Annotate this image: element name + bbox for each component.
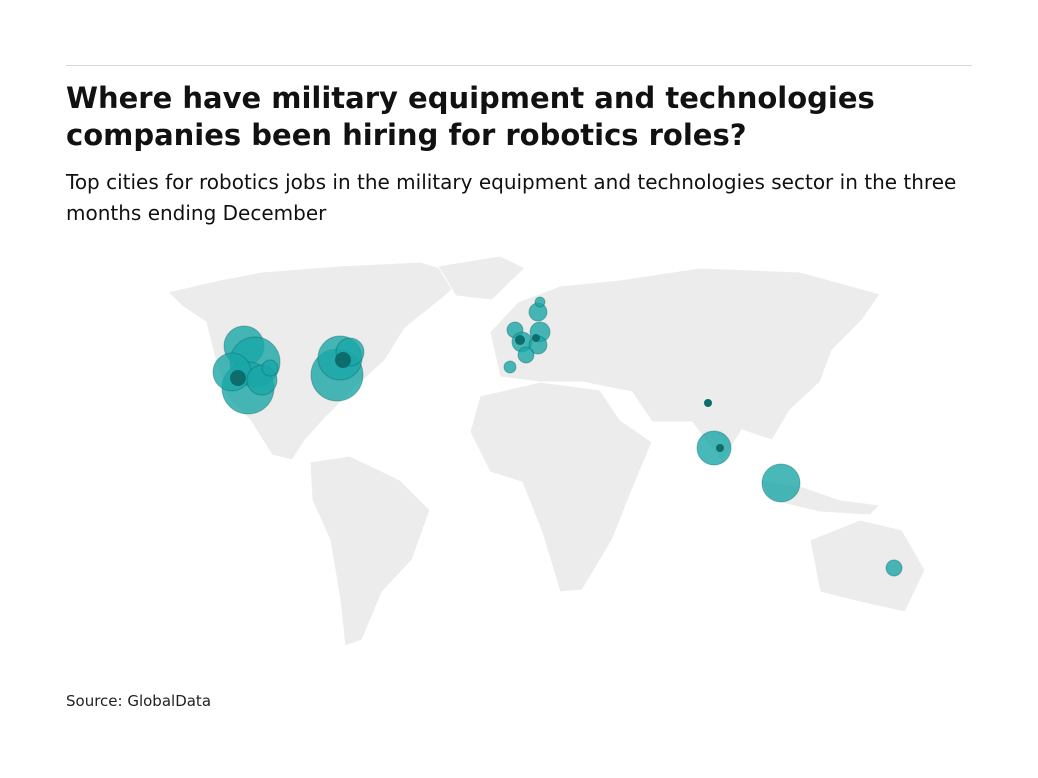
subtitle: Top cities for robotics jobs in the mili… bbox=[66, 170, 957, 225]
city-bubble bbox=[696, 430, 732, 466]
city-bubble bbox=[532, 334, 540, 342]
country-shape bbox=[309, 455, 431, 647]
title: Where have military equipment and techno… bbox=[66, 81, 875, 152]
city-bubble bbox=[761, 463, 801, 503]
country-shape bbox=[469, 381, 653, 593]
country-shape bbox=[809, 519, 926, 613]
source: Source: GlobalData bbox=[66, 692, 212, 710]
city-bubble bbox=[212, 352, 252, 392]
country-shape bbox=[437, 255, 526, 301]
city-bubble bbox=[534, 296, 546, 308]
city-bubble bbox=[335, 352, 351, 368]
country-shape bbox=[489, 267, 881, 463]
city-bubble bbox=[704, 399, 712, 407]
city-bubble bbox=[230, 370, 246, 386]
city-bubble bbox=[503, 360, 517, 374]
city-bubble bbox=[261, 359, 279, 377]
city-bubble bbox=[885, 559, 903, 577]
city-bubble bbox=[515, 335, 525, 345]
city-bubble bbox=[716, 444, 724, 452]
bubbles bbox=[212, 296, 903, 577]
top-rule bbox=[66, 65, 972, 66]
city-bubble bbox=[517, 346, 535, 364]
